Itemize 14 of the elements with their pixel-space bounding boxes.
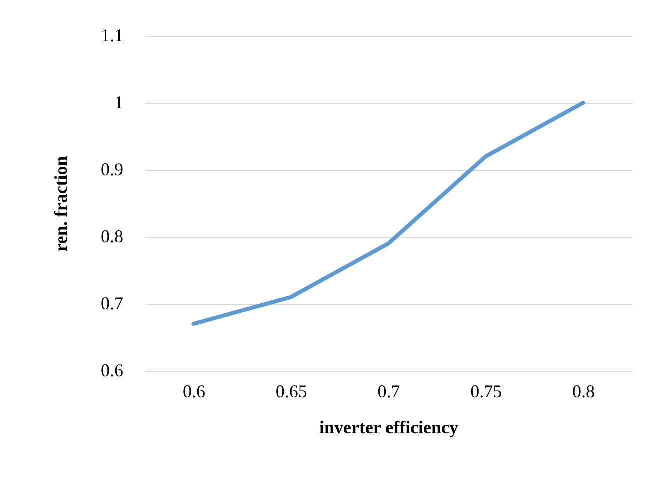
y-tick-label: 0.9 (101, 160, 124, 180)
x-tick-label: 0.65 (276, 382, 308, 402)
line-series (192, 101, 586, 326)
x-tick-label: 0.6 (182, 382, 206, 402)
x-axis-title: inverter efficiency (319, 418, 459, 438)
x-tick-label: 0.7 (378, 382, 400, 402)
y-tick-label: 0.7 (101, 294, 124, 314)
y-tick-label: 1.1 (101, 26, 124, 46)
x-tick-label: 0.8 (572, 382, 596, 402)
y-tick-label: 0.8 (101, 226, 124, 246)
y-axis-title: ren. fraction (51, 156, 71, 252)
x-tick-label: 0.75 (470, 382, 502, 402)
y-tick-label: 0.6 (101, 360, 124, 380)
y-tick-label: 1 (114, 92, 124, 112)
